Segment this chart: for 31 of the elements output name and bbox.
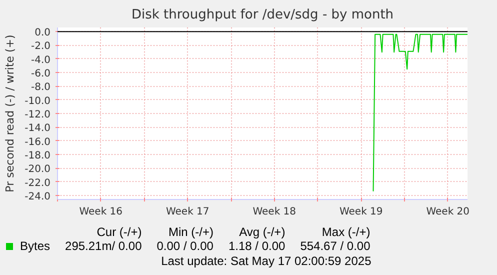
y-axis-title: Pr second read (-) / write (+) xyxy=(4,34,17,192)
x-tick-label: Week 19 xyxy=(339,206,383,218)
x-tick-label: Week 16 xyxy=(79,206,123,218)
y-tick-label: -22.0 xyxy=(24,178,50,189)
text: 0.00 / 0.00 xyxy=(156,239,214,253)
y-tick-label: -2.0 xyxy=(30,41,51,52)
text: 1.18 / 0.00 xyxy=(227,239,286,253)
y-tick-label: -18.0 xyxy=(24,150,50,162)
y-tick-label: -16.0 xyxy=(24,136,50,148)
x-tick-label: Week 17 xyxy=(166,206,210,218)
y-tick-label: -14.0 xyxy=(24,123,50,134)
text: Cur (-/+) xyxy=(96,225,143,239)
y-tick-label: -10.0 xyxy=(24,96,50,107)
y-tick-label: -4.0 xyxy=(30,54,51,66)
text: Min (-/+) xyxy=(167,225,214,239)
y-tick-label: -6.0 xyxy=(30,68,51,80)
y-tick-label: -24.0 xyxy=(24,191,50,202)
chart-title: Disk throughput for /dev/sdg - by month xyxy=(131,8,394,22)
y-tick-label: -8.0 xyxy=(30,82,51,94)
y-tick-label: -20.0 xyxy=(24,164,50,176)
y-tick-label: -12.0 xyxy=(24,110,50,120)
text: Max (-/+) xyxy=(320,225,372,239)
text: Avg (-/+) xyxy=(238,225,286,239)
text: 295.21m/ 0.00 xyxy=(64,239,143,253)
y-tick-label: 0.0 xyxy=(34,28,51,39)
x-tick-label: Week 18 xyxy=(252,206,296,218)
line-series xyxy=(372,34,468,192)
legend-label: Bytes xyxy=(19,239,52,253)
x-tick-label: Week 20 xyxy=(426,206,470,218)
text: Last update: Sat May 17 02:00:59 2025 xyxy=(160,253,372,270)
text: 554.67 / 0.00 xyxy=(299,239,372,253)
